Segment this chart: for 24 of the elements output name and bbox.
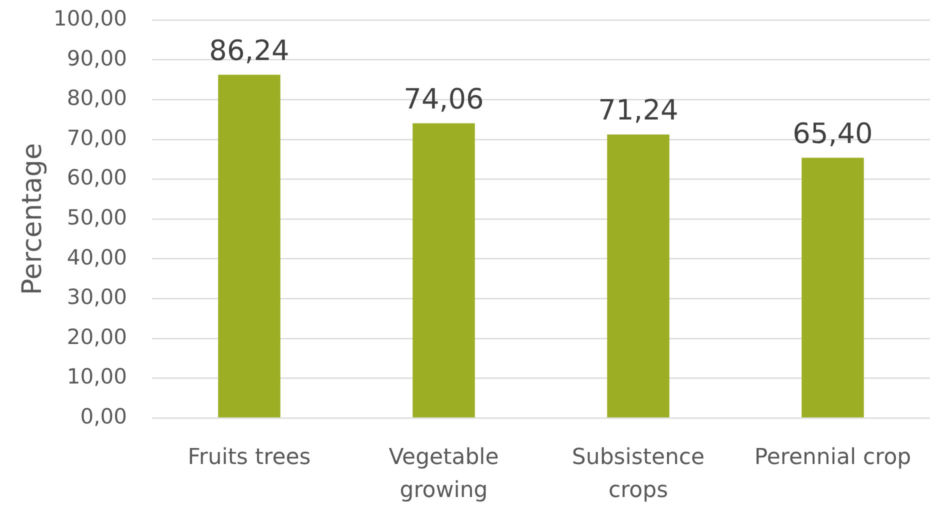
- x-tick-label: Perennial crop: [754, 445, 912, 470]
- y-tick-label: 80,00: [66, 86, 127, 110]
- y-axis-title: Percentage: [17, 143, 48, 295]
- y-tick-label: 60,00: [66, 166, 127, 190]
- y-tick-label: 20,00: [66, 324, 127, 349]
- bar: [607, 134, 670, 418]
- data-label: 74,06: [404, 82, 484, 116]
- y-tick-label: 70,00: [66, 126, 127, 150]
- y-tick-label: 90,00: [66, 46, 127, 70]
- y-tick-label: 0,00: [80, 404, 127, 428]
- x-tick-label: Subsistence crops: [572, 445, 705, 504]
- data-label: 65,40: [792, 116, 873, 150]
- y-tick-label: 40,00: [66, 245, 127, 270]
- x-tick-label: Vegetable growing: [388, 445, 499, 504]
- x-tick-label: Fruits trees: [188, 445, 311, 470]
- bar: [802, 158, 864, 418]
- bar: [412, 123, 475, 418]
- y-tick-label: 100,00: [54, 6, 127, 30]
- data-label: 86,24: [209, 34, 290, 68]
- bar: [218, 74, 280, 418]
- y-tick-label: 30,00: [66, 285, 127, 310]
- y-tick-label: 50,00: [66, 205, 127, 230]
- data-label: 71,24: [598, 94, 678, 127]
- y-tick-label: 10,00: [66, 364, 127, 389]
